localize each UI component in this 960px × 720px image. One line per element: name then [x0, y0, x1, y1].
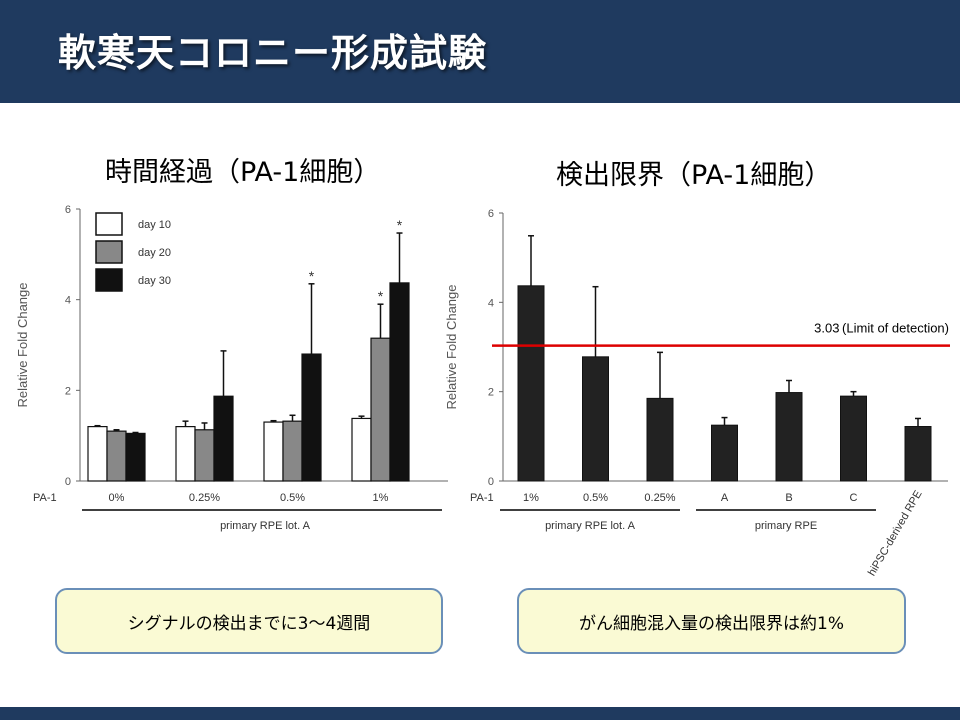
y-tick-label: 6 — [65, 204, 71, 216]
slide-footer — [0, 707, 960, 720]
callout-detection-limit-text: がん細胞混入量の検出限界は約1% — [579, 613, 844, 634]
y-axis-title: Relative Fold Change — [15, 282, 30, 407]
y-tick-label: 2 — [65, 385, 71, 397]
x-tick-label: 0.5% — [280, 492, 305, 504]
bar — [646, 397, 674, 482]
slide-title: 軟寒天コロニー形成試験 — [58, 31, 488, 75]
legend-swatch — [95, 240, 123, 264]
x-tick-label: 0% — [109, 492, 125, 504]
x-tick-label: B — [785, 492, 792, 504]
x-tick-label: hiPSC-derived RPE — [866, 489, 925, 579]
significance-star: * — [378, 288, 384, 304]
x-tick-label: 1% — [523, 492, 539, 504]
callout-timecourse: シグナルの検出までに3～4週間 — [55, 588, 443, 654]
y-tick-label: 0 — [488, 476, 494, 488]
y-tick-label: 2 — [488, 387, 494, 399]
legend-label: day 10 — [138, 219, 171, 231]
x-prefix-label: PA-1 — [33, 492, 57, 504]
x-tick-label: C — [850, 492, 858, 504]
y-tick-label: 0 — [65, 476, 71, 488]
bar — [517, 285, 545, 482]
bar — [775, 392, 803, 482]
callout-detection-limit: がん細胞混入量の検出限界は約1% — [517, 588, 906, 654]
limit-of-detection-label: 3.03 (Limit of detection) — [814, 321, 949, 336]
bar — [904, 426, 932, 482]
group-label: primary RPE lot. A — [545, 520, 636, 532]
slide-header: 軟寒天コロニー形成試験 — [0, 0, 960, 103]
y-tick-label: 4 — [65, 295, 71, 307]
group-label: primary RPE — [755, 520, 817, 532]
x-tick-label: 0.5% — [583, 492, 608, 504]
x-prefix-label: PA-1 — [470, 492, 494, 504]
bar — [582, 356, 609, 482]
y-tick-label: 4 — [488, 297, 494, 309]
legend-swatch — [95, 212, 123, 236]
bar — [711, 424, 738, 482]
bar — [840, 395, 867, 482]
y-tick-label: 6 — [488, 208, 494, 220]
x-tick-label: 0.25% — [644, 492, 675, 504]
y-axis-title: Relative Fold Change — [444, 284, 459, 409]
chart-1-heading: 時間経過（PA-1細胞） — [105, 157, 381, 188]
x-tick-label: 1% — [373, 492, 389, 504]
callout-timecourse-text: シグナルの検出までに3～4週間 — [127, 613, 371, 634]
x-tick-label: 0.25% — [189, 492, 220, 504]
group-label: primary RPE lot. A — [220, 520, 311, 532]
legend-label: day 20 — [138, 247, 171, 259]
chart-2-heading: 検出限界（PA-1細胞） — [556, 160, 832, 191]
x-tick-label: A — [721, 492, 729, 504]
legend-label: day 30 — [138, 275, 171, 287]
significance-star: * — [397, 217, 403, 233]
legend-swatch — [95, 268, 123, 292]
significance-star: * — [309, 268, 315, 284]
